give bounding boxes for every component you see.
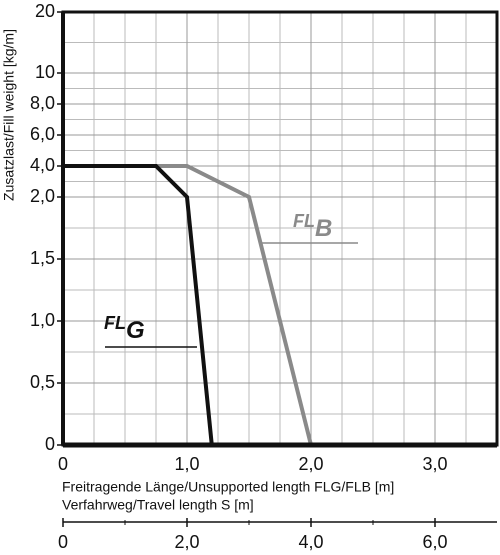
y-tick-label: 20 xyxy=(35,1,55,21)
x-tick-label: 0 xyxy=(58,454,68,474)
y-tick-label: 10 xyxy=(35,62,55,82)
y-tick-label: 1,0 xyxy=(30,310,55,330)
series-label: FLG xyxy=(104,313,145,345)
series-subscript: G xyxy=(126,317,145,344)
x2-tick-label: 6,0 xyxy=(422,532,447,552)
series-label: FLB xyxy=(293,211,332,243)
y-tick-label: 0 xyxy=(45,434,55,454)
x-tick-label: 3,0 xyxy=(422,454,447,474)
x2-tick-label: 0 xyxy=(58,532,68,552)
series-name: FL xyxy=(293,211,315,231)
x-tick-label: 1,0 xyxy=(174,454,199,474)
y-tick-label: 0,5 xyxy=(30,372,55,392)
y-tick-label: 8,0 xyxy=(30,93,55,113)
x2-tick-label: 2,0 xyxy=(174,532,199,552)
y-tick-label: 4,0 xyxy=(30,155,55,175)
y-tick-label: 1,5 xyxy=(30,248,55,268)
x-axis-label: Freitragende Länge/Unsupported length FL… xyxy=(62,479,394,495)
y-axis-label: Zusatzlast/Fill weight [kg/m] xyxy=(1,29,17,201)
x2-axis-label: Verfahrweg/Travel length S [m] xyxy=(62,497,254,513)
series-subscript: B xyxy=(315,215,332,242)
series-name: FL xyxy=(104,313,126,333)
x2-tick-label: 4,0 xyxy=(298,532,323,552)
series-line xyxy=(63,164,214,446)
y-tick-label: 2,0 xyxy=(30,186,55,206)
x-tick-label: 2,0 xyxy=(298,454,323,474)
y-tick-label: 6,0 xyxy=(30,124,55,144)
